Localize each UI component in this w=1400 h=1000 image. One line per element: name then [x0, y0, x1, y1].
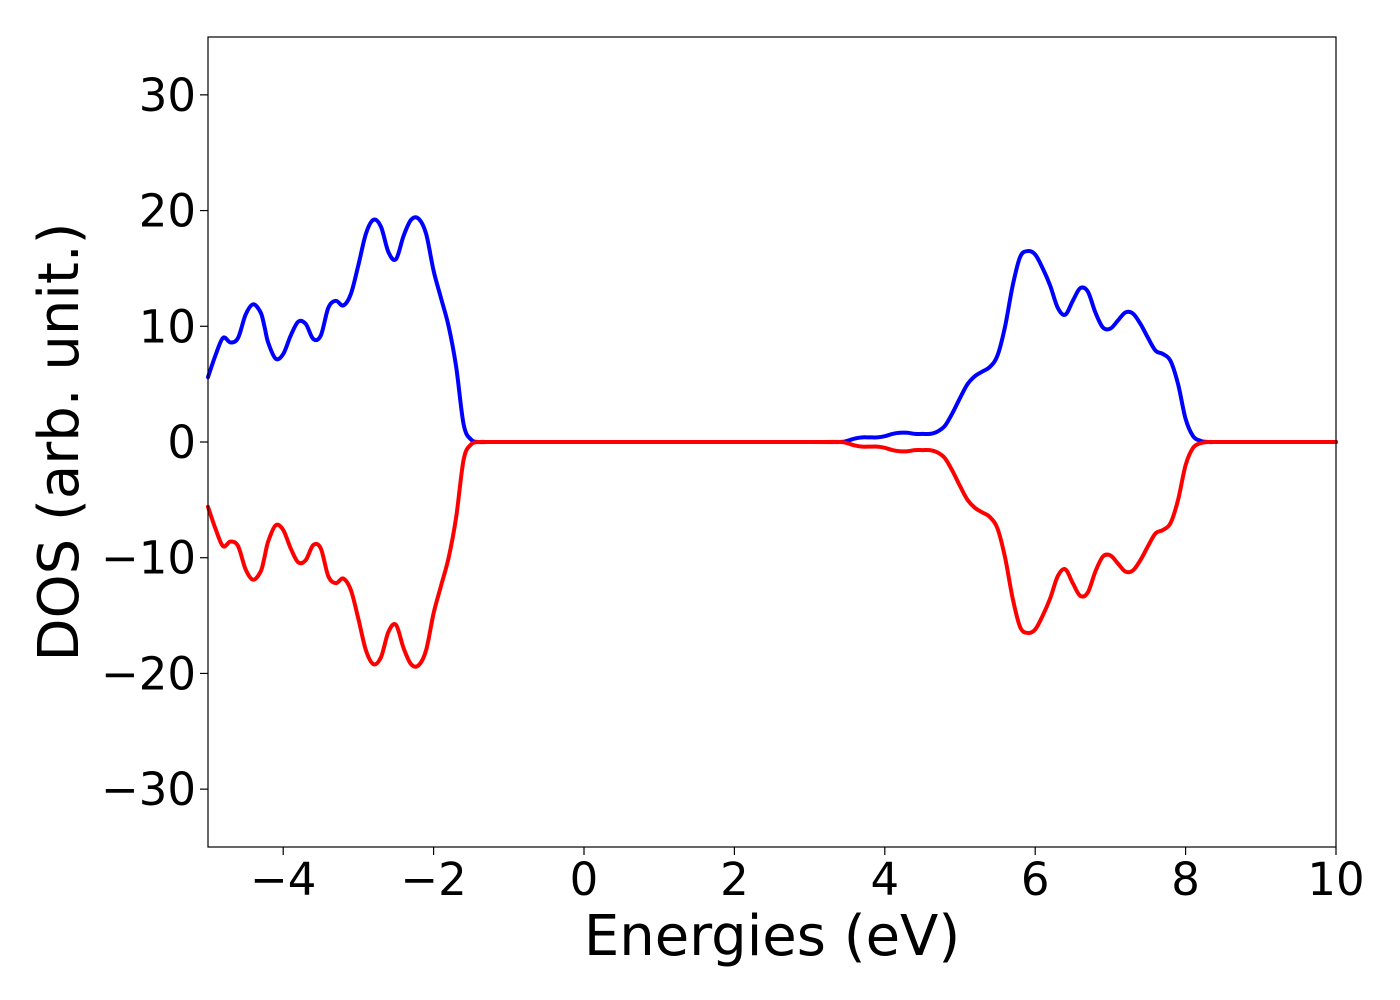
x-tick-label: −2	[400, 853, 466, 906]
x-tick-label: 6	[1021, 853, 1050, 906]
y-tick-label: −20	[101, 647, 196, 700]
dos-series-red-line	[206, 439, 1338, 669]
y-tick-label: 10	[139, 300, 196, 353]
y-tick-label: 30	[139, 69, 196, 122]
x-tick-label: 8	[1171, 853, 1200, 906]
y-tick-label: −30	[101, 763, 196, 816]
x-axis-ticks: −4 −2 0 2 4 6 8 10	[250, 847, 1365, 906]
x-axis-label: Energies (eV)	[584, 904, 960, 969]
y-tick-label: 0	[167, 416, 196, 469]
x-tick-label: 4	[870, 853, 899, 906]
y-tick-label: −10	[101, 532, 196, 585]
dos-series-blue-line	[206, 215, 1338, 445]
x-tick-label: −4	[250, 853, 316, 906]
x-tick-label: 2	[720, 853, 749, 906]
y-tick-label: 20	[139, 185, 196, 238]
y-axis-ticks: 30 20 10 0 −10 −20 −30	[101, 69, 208, 816]
x-tick-label: 10	[1307, 853, 1364, 906]
series-layer	[206, 215, 1338, 669]
x-tick-label: 0	[570, 853, 599, 906]
y-axis-label: DOS (arb. unit.)	[27, 222, 92, 661]
